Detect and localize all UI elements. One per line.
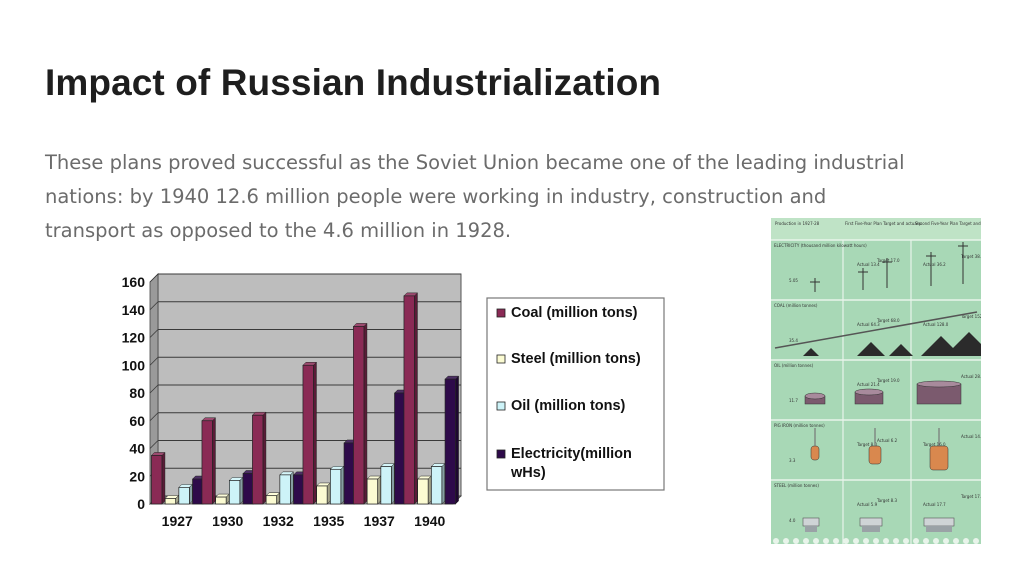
y-tick-label: 140	[122, 302, 146, 318]
legend-box	[486, 297, 665, 491]
infographic-value: Target 68.0	[876, 318, 900, 323]
infographic-value: Target 16.0	[922, 442, 946, 447]
x-tick-label: 1940	[414, 513, 445, 529]
bar-1930-coal	[201, 417, 217, 505]
infographic-value: Actual 17.7	[923, 502, 946, 507]
infographic-header: First Five-Year Plan Target and actual p	[845, 221, 922, 226]
bar-1927-steel	[164, 494, 180, 505]
gridline-side	[149, 329, 159, 338]
infographic-row-label: STEEL (million tonnes)	[774, 483, 819, 488]
legend-label: Steel (million tons)	[511, 351, 641, 367]
infographic-value: Actual 5.9	[857, 502, 878, 507]
gridline-side	[149, 384, 159, 394]
legend-swatch	[496, 354, 506, 364]
infographic-value: Actual 36.2	[923, 262, 946, 267]
infographic-value: 5.05	[789, 278, 798, 283]
y-axis: 0 20 40 60 80 100 120 140 160	[122, 274, 146, 512]
infographic-value: Actual 128.0	[923, 322, 949, 327]
legend-label: Electricity(million wHs)	[510, 446, 636, 481]
infographic-value: Actual 6.2	[877, 438, 898, 443]
x-axis: 1927 1930 1932 1935 1937 1940	[162, 513, 446, 529]
infographic-pictogram	[774, 311, 981, 356]
bars-group	[150, 292, 460, 505]
bar-1940-steel	[417, 475, 432, 505]
y-tick-label: 40	[129, 441, 145, 457]
chart-legend: Coal (million tons) Steel (million tons) O…	[486, 297, 665, 491]
infographic-pictogram	[810, 242, 968, 292]
infographic-value: 11.7	[789, 398, 798, 403]
infographic-value: 35.4	[789, 338, 798, 343]
infographic-header: Second Five-Year Plan Target and actual	[915, 221, 981, 226]
y-tick-label: 80	[129, 385, 145, 401]
bar-1937-oil	[380, 462, 395, 505]
x-tick-label: 1927	[162, 513, 193, 529]
bar-1935-steel	[316, 482, 331, 505]
bar-1927-oil	[178, 483, 193, 505]
legend-swatch	[496, 449, 506, 459]
legend-label: Oil (million tons)	[511, 398, 626, 414]
body-line-1: These plans proved successful as the Sov…	[45, 151, 905, 174]
infographic-value: Target 8.3	[876, 498, 897, 503]
bar-1937-steel	[366, 475, 382, 505]
bar-1935-coal	[302, 361, 318, 505]
bar-1940-oil	[430, 462, 446, 505]
x-tick-label: 1937	[364, 513, 395, 529]
gridline-side	[149, 301, 159, 311]
infographic-value: Actual 21.4	[857, 382, 880, 387]
body-line-3: transport as opposed to the 4.6 million …	[45, 219, 512, 242]
legend-swatch	[496, 308, 506, 318]
infographic-value: Actual 28.5	[961, 374, 981, 379]
infographic-pictogram	[810, 428, 949, 471]
slide-body: These plans proved successful as the Sov…	[45, 146, 985, 248]
infographic-value: Target 38.0	[960, 254, 981, 259]
infographic-value: Target 17.0	[876, 258, 900, 263]
infographic-value: Actual 13.4	[857, 262, 880, 267]
gridline-side	[149, 356, 159, 366]
y-tick-label: 120	[122, 330, 146, 346]
infographic-value: Target 19.0	[876, 378, 900, 383]
infographic-value: Target 8.0	[856, 442, 877, 447]
bar-1930-oil	[228, 476, 244, 505]
x-tick-label: 1935	[313, 513, 344, 529]
y-tick-label: 100	[122, 357, 146, 373]
bar-1932-coal	[251, 411, 267, 505]
infographic-value: Target 152.5	[960, 314, 981, 319]
bar-1932-steel	[265, 492, 281, 505]
body-line-2: nations: by 1940 12.6 million people wer…	[45, 185, 827, 208]
infographic-row-label: COAL (million tonnes)	[774, 303, 818, 308]
gridline-side	[149, 412, 159, 422]
y-tick-label: 160	[122, 274, 146, 290]
x-tick-label: 1930	[212, 513, 243, 529]
bar-1927-coal	[150, 451, 166, 505]
infographic-value: Actual 64.3	[857, 322, 880, 327]
infographic-row-label: ELECTRICITY (thousand million kilowatt h…	[774, 243, 867, 248]
infographic-value: Actual 14.5	[961, 434, 981, 439]
infographic-pictogram	[802, 517, 955, 532]
infographic-pictogram	[804, 380, 962, 405]
bar-1935-oil	[329, 465, 345, 505]
infographic-value: Target 17.0	[960, 494, 981, 499]
legend-label: Coal (million tons)	[511, 305, 638, 321]
infographic-row-label: PIG IRON (million tonnes)	[774, 423, 825, 428]
slide-title: Impact of Russian Industrialization	[45, 62, 662, 103]
bar-1940-coal	[403, 292, 419, 505]
bar-1930-steel	[215, 493, 230, 505]
x-tick-label: 1932	[263, 513, 294, 529]
five-year-plan-infographic: Production in 1927-28 First Five-Year Pla…	[771, 218, 981, 544]
infographic-value: 3.3	[789, 458, 796, 463]
infographic-header: Production in 1927-28	[775, 221, 820, 226]
y-tick-label: 60	[129, 413, 145, 429]
infographic-value: 4.0	[789, 518, 796, 523]
y-tick-label: 0	[137, 496, 145, 512]
y-tick-label: 20	[129, 468, 145, 484]
bar-1937-coal	[352, 322, 368, 505]
bar-1940-electricity	[444, 375, 460, 505]
gridline-side	[149, 273, 159, 283]
legend-swatch	[496, 401, 506, 411]
gridline-side	[149, 440, 159, 449]
infographic-row-label: OIL (million tonnes)	[774, 363, 814, 368]
bar-1932-oil	[279, 471, 294, 505]
